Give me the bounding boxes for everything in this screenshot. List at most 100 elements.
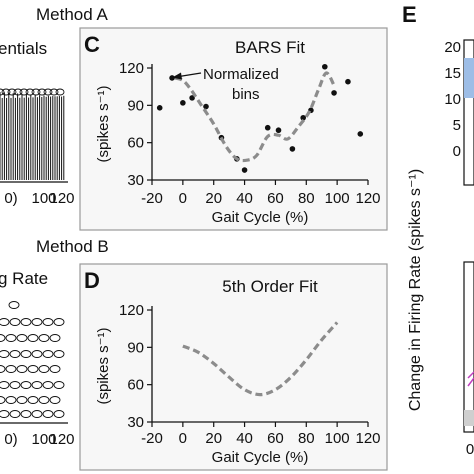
- rate-oval: [9, 381, 21, 389]
- rate-oval: [5, 334, 17, 342]
- chart-c: -20 0 20 40 60 80 100 120 30 60 90 120 Gait Cycle (%…: [95, 60, 381, 226]
- x-tick-label: 0: [179, 430, 187, 447]
- rate-oval: [0, 365, 6, 373]
- panel-e-xtick-partial: 0: [466, 441, 474, 458]
- rate-oval: [31, 381, 43, 389]
- panel-e-bar: [464, 58, 474, 98]
- panel-e-tick-0: 0: [453, 143, 461, 160]
- panel-e-tick-15: 15: [444, 65, 461, 82]
- annotation-line1: Normalized: [203, 66, 279, 83]
- y-axis-title: (spikes s⁻¹): [95, 327, 112, 404]
- panel-e-tick-5: 5: [453, 117, 461, 134]
- panel-e-top-frame: [463, 39, 474, 186]
- rate-oval: [31, 318, 43, 326]
- left-a-partial-tick: 0): [4, 190, 17, 207]
- spike-oval: [1, 88, 11, 96]
- rate-oval: [0, 381, 10, 389]
- rate-oval: [0, 410, 10, 418]
- data-point: [331, 90, 337, 96]
- spike-oval: [0, 88, 5, 96]
- spike-oval: [13, 88, 23, 96]
- panel-e-tick-10: 10: [444, 91, 461, 108]
- y-tick-label: 30: [127, 172, 144, 189]
- spike-oval: [55, 88, 65, 96]
- left-b-title-partial: g Rate: [0, 269, 48, 288]
- rate-oval: [20, 381, 32, 389]
- rate-oval: [49, 396, 61, 404]
- rate-oval: [49, 365, 61, 373]
- y-tick-label: 90: [127, 97, 144, 114]
- rate-oval: [5, 365, 17, 373]
- panel-c: C BARS Fit -20 0 20 40 60 80 100 120 30 60 90 120 Ga…: [79, 27, 388, 231]
- x-tick-label: 60: [267, 430, 284, 447]
- spike-oval: [37, 88, 47, 96]
- rate-oval: [0, 318, 10, 326]
- x-tick-label: 40: [236, 430, 253, 447]
- panel-d-letter: D: [84, 268, 100, 293]
- spike-raster: [0, 88, 65, 180]
- data-point: [241, 167, 248, 173]
- x-axis-title: Gait Cycle (%): [212, 449, 309, 466]
- data-point: [180, 100, 186, 106]
- x-tick-label: -20: [141, 190, 163, 207]
- rate-oval: [27, 365, 39, 373]
- spike-oval: [49, 88, 59, 96]
- panel-c-box: [79, 27, 388, 231]
- rate-oval: [0, 334, 6, 342]
- data-point: [203, 103, 209, 110]
- rate-oval: [0, 350, 10, 358]
- rate-oval: [27, 334, 39, 342]
- method-b-title: Method B: [36, 237, 109, 256]
- rate-oval: [9, 350, 21, 358]
- spike-oval: [7, 88, 17, 96]
- panel-d-title: 5th Order Fit: [222, 277, 318, 296]
- rate-oval: [38, 334, 50, 342]
- panel-e-ylabel: Change in Firing Rate (spikes s⁻¹): [407, 169, 424, 411]
- data-point: [289, 146, 296, 152]
- rate-oval: [53, 410, 65, 418]
- rate-oval: [8, 301, 20, 309]
- panel-e-bottom-frame: [463, 261, 474, 433]
- panel-d: D 5th Order Fit -20 0 20 40 60 80 100 120 30 60 90…: [79, 263, 388, 471]
- rate-oval: [9, 318, 21, 326]
- left-a-title-partial: entials: [0, 39, 47, 58]
- data-point: [169, 75, 175, 81]
- rate-oval: [53, 350, 65, 358]
- x-tick-label: 60: [267, 190, 284, 207]
- rate-oval: [42, 318, 54, 326]
- data-point: [264, 124, 271, 131]
- rate-oval: [16, 365, 28, 373]
- x-tick-label: 20: [205, 430, 222, 447]
- rate-oval: [49, 334, 61, 342]
- rate-oval: [20, 318, 32, 326]
- spike-oval: [25, 88, 35, 96]
- rate-oval: [16, 334, 28, 342]
- rate-oval: [20, 350, 32, 358]
- panel-d-box: [79, 263, 388, 471]
- x-tick-label: 0: [179, 190, 187, 207]
- y-tick-label: 60: [127, 377, 144, 394]
- rate-oval: [31, 410, 43, 418]
- rate-oval: [9, 410, 21, 418]
- y-tick-label: 120: [119, 60, 144, 77]
- rate-oval: [27, 396, 39, 404]
- y-tick-label: 30: [127, 414, 144, 431]
- rate-oval: [16, 396, 28, 404]
- annotation-arrow-head: [172, 72, 182, 80]
- data-point: [189, 95, 195, 101]
- x-tick-label: 120: [355, 430, 380, 447]
- panel-e-top-ticks: 20 15 10 5 0: [444, 39, 461, 160]
- data-point: [345, 78, 351, 85]
- x-tick-label: 80: [298, 430, 315, 447]
- rate-oval: [20, 410, 32, 418]
- rate-oval: [5, 396, 17, 404]
- x-tick-label: 100: [325, 430, 350, 447]
- x-tick-label: -20: [141, 430, 163, 447]
- y-tick-label: 60: [127, 135, 144, 152]
- x-tick-label: 100: [325, 190, 350, 207]
- data-point: [300, 114, 307, 121]
- data-point: [156, 105, 163, 111]
- data-point: [357, 131, 364, 137]
- rate-oval: [53, 318, 65, 326]
